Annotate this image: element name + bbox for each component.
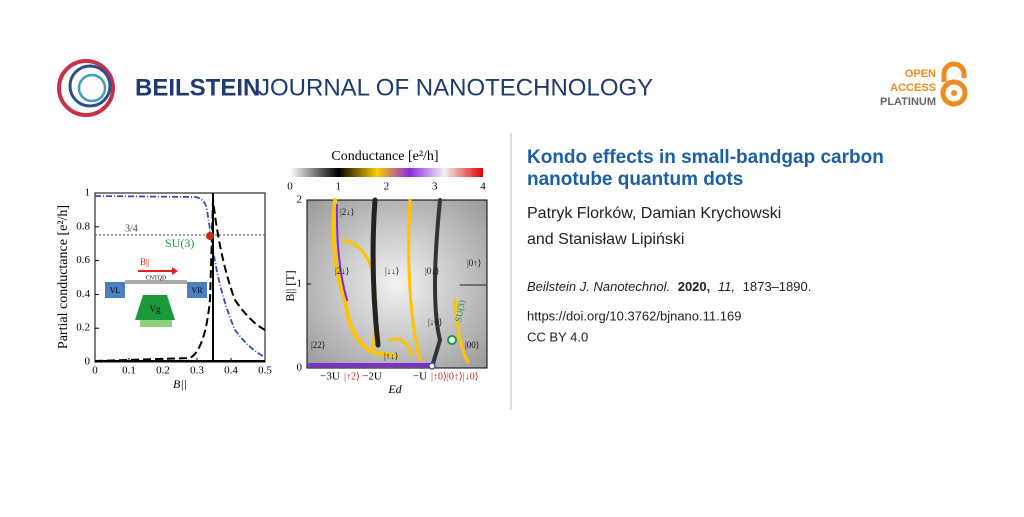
y-tick-label: 1 (85, 187, 91, 199)
year: 2020, (678, 279, 711, 294)
brand-bold: BEILSTEIN (135, 74, 260, 101)
authors-line: and Stanisław Lipiński (527, 231, 684, 248)
region-label: |2↓⟩ (340, 207, 354, 217)
y-axis-label: B|| [T] (283, 270, 297, 301)
inset-label: B|| (140, 257, 150, 267)
annotation: 3/4 (125, 223, 138, 234)
curve (94, 199, 266, 362)
gate (135, 295, 175, 320)
field-arrow-head (172, 267, 178, 275)
right-figure: Conductance [e²/h] |2↓⟩|2↓⟩ |↓↓⟩ |0↓⟩|0↑⟩|… (283, 149, 488, 396)
journal: Beilstein J. Nanotechnol. (527, 279, 670, 294)
y-tick-label: 1 (297, 278, 303, 290)
x-tick-label: 0.4 (224, 365, 238, 377)
y-tick-label: 0 (297, 362, 303, 374)
y-tick-label: 2 (297, 194, 303, 206)
x-tick-label: 0.2 (156, 365, 170, 377)
y-tick-label: 0.6 (76, 254, 90, 266)
y-tick-label: 0 (85, 356, 91, 368)
colorbar-tick-label: 1 (336, 181, 342, 193)
lead (187, 282, 207, 298)
heatmap-features (308, 197, 488, 369)
x-tick-label: −U (413, 371, 427, 383)
title-line: nanotube quantum dots (527, 169, 743, 190)
curve (94, 195, 266, 358)
colorbar-title: Conductance [e²/h] (331, 149, 438, 164)
x-tick-label: 0.1 (122, 365, 136, 377)
x-axis-label: B|| (173, 377, 187, 391)
colorbar-tick-label: 2 (384, 181, 390, 193)
region-label: |2↓⟩ (335, 266, 349, 276)
colorbar-tick-label: 4 (480, 181, 486, 193)
inset-label: VR (191, 286, 203, 295)
region-labels: |2↓⟩ |2↓⟩ |↓↓⟩ |0↓⟩ |0↑⟩ |22⟩ |↑↓⟩ |↓0⟩ |00⟩ SU(3… (311, 207, 481, 361)
authors-line: Patryk Florków, Damian Krychowski (527, 205, 781, 222)
point (428, 362, 436, 370)
badge-platinum: PLATINUM (880, 96, 936, 108)
license: CC BY 4.0 (527, 329, 588, 344)
region-label: |22⟩ (311, 340, 325, 350)
lead (105, 282, 125, 298)
pages: 1873–1890. (743, 279, 812, 294)
citation: Beilstein J. Nanotechnol. 2020, 11, 1873… (527, 279, 811, 294)
badge-open: OPEN (905, 68, 936, 80)
inset-label: Vg (150, 304, 161, 314)
inset-label: VL (110, 286, 121, 295)
su3-point (206, 232, 214, 240)
volume: 11, (718, 279, 735, 294)
x-axis-label: Ed (387, 382, 402, 396)
gate-base (140, 320, 172, 327)
x-tick-label: 0.3 (190, 365, 204, 377)
state-label: |↑0⟩|0↑⟩|↓0⟩ (431, 371, 479, 382)
y-tick-label: 0.4 (76, 288, 90, 300)
x-tick-label: 0.5 (258, 365, 272, 377)
y-tick-label: 0.2 (76, 322, 90, 334)
region-label: |0↑⟩ (467, 258, 481, 268)
state-label: |↑2⟩ (344, 371, 360, 382)
lock-icon (940, 61, 968, 107)
region-label: |00⟩ (465, 340, 479, 350)
y-tick-label: 0.8 (76, 220, 90, 232)
region-label: |0↓⟩ (425, 266, 439, 276)
region-label: |↑↓⟩ (384, 351, 398, 361)
nanotube (125, 280, 187, 284)
curve (95, 193, 265, 362)
colorbar-tick-label: 3 (432, 181, 438, 193)
brand-light: JOURNAL OF NANOTECHNOLOGY (258, 74, 653, 101)
badge-access: ACCESS (890, 82, 936, 94)
x-tick-label: −2U (362, 371, 382, 383)
region-label: SU(3) (453, 299, 467, 322)
x-tick-label: −3U (320, 371, 340, 383)
y-axis-label: Partial conductance [e²/h] (56, 205, 71, 349)
inset-label: CNTQD (146, 275, 167, 281)
colorbar-tick-label: 0 (287, 181, 293, 193)
su3-point (447, 335, 457, 345)
annotation: SU(3) (165, 236, 194, 250)
region-label: |↓↓⟩ (385, 266, 399, 276)
x-tick-label: 0 (92, 365, 98, 377)
left-figure: 3/4 SU(3) B|| CNTQD VL VR Vg Partial con… (56, 187, 272, 391)
logo (57, 59, 115, 117)
title-line: Kondo effects in small-bandgap carbon (527, 147, 884, 168)
colorbar (290, 168, 483, 177)
doi[interactable]: https://doi.org/10.3762/bjnano.11.169 (527, 308, 741, 323)
region-label: |↓0⟩ (428, 317, 442, 327)
